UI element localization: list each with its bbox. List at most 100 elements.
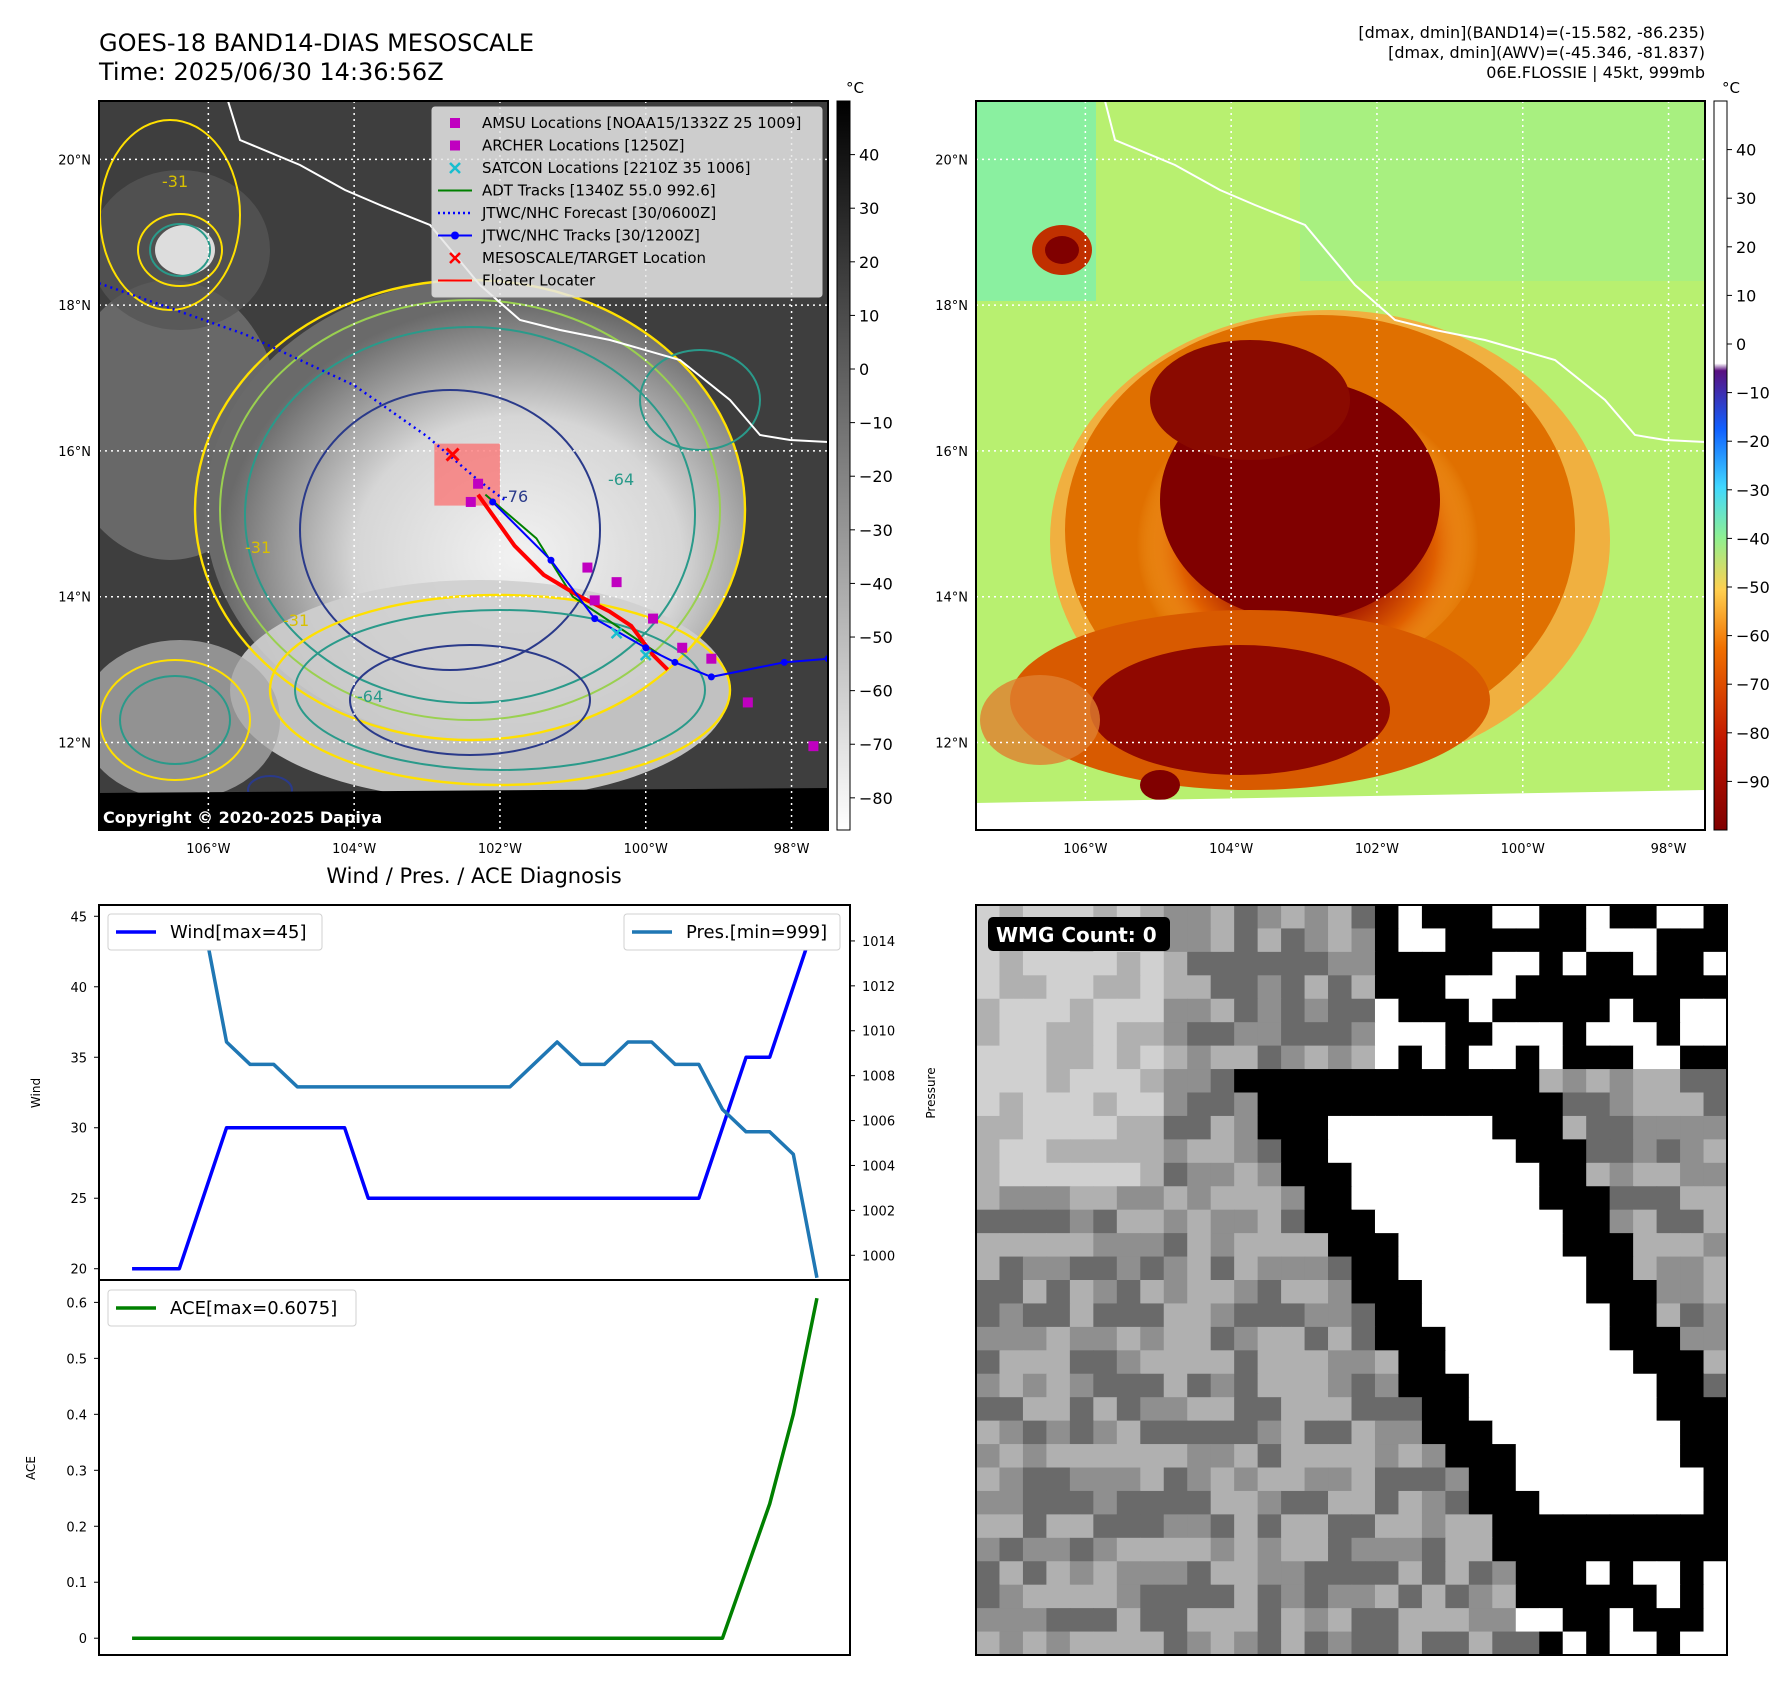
- wmg-cell: [1281, 1514, 1306, 1539]
- best-track-point: [780, 658, 788, 666]
- wmg-cell: [1163, 1045, 1188, 1070]
- wmg-cell: [1116, 1022, 1141, 1047]
- wmg-cell: [1116, 1490, 1141, 1515]
- wmg-cell: [1703, 998, 1728, 1023]
- wmg-cell: [1492, 1256, 1517, 1281]
- colorbar-tick-label: 0: [1736, 335, 1746, 354]
- y-tick-label: 1008: [862, 1070, 895, 1085]
- wmg-cell: [1609, 1608, 1634, 1633]
- wmg-cell: [1046, 1514, 1071, 1539]
- wmg-cell: [1586, 951, 1611, 976]
- colorbar-tick-label: −80: [859, 789, 893, 808]
- wmg-cell: [1374, 1537, 1400, 1562]
- legend-marker-square: [450, 140, 460, 151]
- y-tick-label: 0.2: [66, 1520, 87, 1535]
- gray-colorbar-unit: °C: [846, 79, 864, 97]
- wmg-cell: [1562, 1162, 1587, 1187]
- wmg-cell: [1022, 1280, 1048, 1305]
- wmg-cell: [1609, 1350, 1634, 1375]
- wmg-cell: [976, 1326, 1001, 1351]
- wmg-cell: [1398, 1420, 1423, 1445]
- wmg-cell: [1398, 1467, 1423, 1492]
- best-track-point: [489, 498, 497, 506]
- wmg-cell: [1656, 1350, 1681, 1375]
- wmg-cell: [1374, 1584, 1400, 1609]
- wmg-cell: [1633, 1467, 1658, 1492]
- wmg-cell: [1492, 1514, 1517, 1539]
- wmg-cell: [1281, 1045, 1306, 1070]
- wmg-cell: [1093, 1537, 1118, 1562]
- wmg-cell: [1468, 1490, 1493, 1515]
- wmg-cell: [1093, 1420, 1118, 1445]
- wmg-cell: [1351, 1326, 1376, 1351]
- wmg-cell: [1445, 905, 1470, 930]
- wmg-cell: [1140, 1115, 1165, 1140]
- wmg-cell: [1492, 1373, 1517, 1398]
- y-tick-label: 0.6: [66, 1296, 87, 1311]
- wmg-cell: [1468, 1397, 1493, 1422]
- wmg-cell: [1281, 1303, 1306, 1328]
- wmg-cell: [1234, 928, 1259, 953]
- forecast-track: [99, 282, 508, 503]
- wmg-cell: [1609, 975, 1634, 1000]
- wmg-cell: [1328, 1608, 1353, 1633]
- wmg-cell: [1680, 1514, 1705, 1539]
- wmg-cell: [1163, 1303, 1188, 1328]
- wmg-cell: [1140, 998, 1165, 1023]
- wmg-cell: [1022, 1115, 1048, 1140]
- wmg-cell: [1633, 1608, 1658, 1633]
- wmg-cell: [1445, 951, 1470, 976]
- wmg-cell: [1281, 1209, 1306, 1234]
- wmg-cell: [1046, 1397, 1071, 1422]
- wmg-cell: [1633, 1115, 1658, 1140]
- wmg-cell: [1187, 1162, 1212, 1187]
- wmg-cell: [1257, 1350, 1282, 1375]
- wmg-cell: [1445, 1561, 1470, 1586]
- wmg-cell: [1609, 1115, 1634, 1140]
- wmg-cell: [1468, 1233, 1493, 1258]
- wmg-cell: [1609, 1420, 1634, 1445]
- wmg-cell: [1257, 928, 1282, 953]
- gray-colorbar: °C 40 30 20 10 0 −10 −20 −30 −40 −50 −60 −70 −80: [836, 79, 893, 831]
- wmg-cell: [1328, 1631, 1353, 1656]
- wmg-cell: [1163, 1584, 1188, 1609]
- colorbar-tick-label: −70: [859, 735, 893, 754]
- wmg-cell: [1187, 1420, 1212, 1445]
- wmg-cell: [1304, 1373, 1329, 1398]
- wmg-cell: [1187, 1280, 1212, 1305]
- wmg-cell: [1633, 1092, 1658, 1117]
- wmg-cell: [1609, 1233, 1634, 1258]
- wmg-cell: [1328, 1397, 1353, 1422]
- wmg-cell: [1492, 1280, 1517, 1305]
- legend-label: JTWC/NHC Tracks [30/1200Z]: [481, 227, 700, 245]
- wmg-cell: [1586, 1326, 1611, 1351]
- wmg-cell: [1187, 1069, 1212, 1094]
- wmg-cell: [1562, 998, 1587, 1023]
- wmg-cell: [1234, 1092, 1259, 1117]
- wmg-cell: [1140, 1561, 1165, 1586]
- lon-tick-label: 106°W: [186, 842, 230, 857]
- wmg-cell: [1421, 1069, 1446, 1094]
- contour-label: -64: [357, 687, 383, 706]
- wmg-cell: [1351, 1467, 1376, 1492]
- best-track-point: [707, 673, 715, 681]
- wmg-cell: [976, 1139, 1001, 1164]
- amsu-point: [677, 642, 688, 653]
- wmg-cell: [1468, 1162, 1493, 1187]
- wmg-cell: [1609, 1162, 1634, 1187]
- wmg-cell: [1703, 1022, 1728, 1047]
- wmg-cell: [1515, 1233, 1540, 1258]
- wmg-cell: [1515, 1584, 1540, 1609]
- wmg-cell: [1421, 1280, 1446, 1305]
- wmg-cell: [1304, 1584, 1329, 1609]
- wmg-cell: [1187, 1303, 1212, 1328]
- wmg-cell: [1680, 1326, 1705, 1351]
- contour-label: -31: [283, 611, 309, 630]
- wmg-cell: [1468, 1584, 1493, 1609]
- wmg-cell: [1257, 1584, 1282, 1609]
- wmg-cell: [1515, 1280, 1540, 1305]
- wmg-cell: [1421, 951, 1446, 976]
- wmg-cell: [1116, 1069, 1141, 1094]
- wmg-cell: [1539, 1537, 1564, 1562]
- wmg-cell: [1069, 1490, 1094, 1515]
